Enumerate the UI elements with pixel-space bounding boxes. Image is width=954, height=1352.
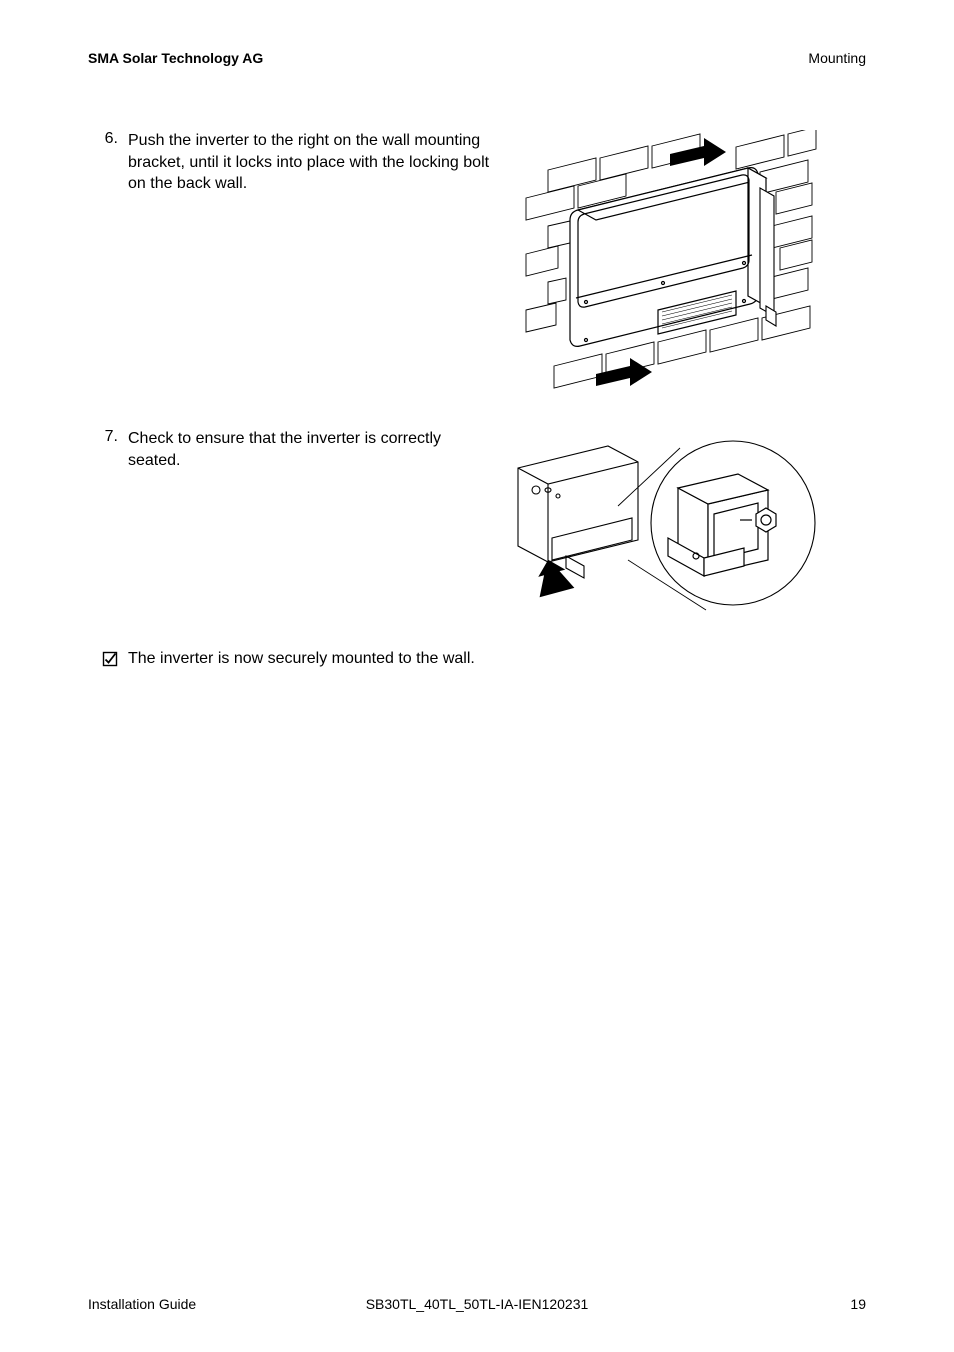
step-7-number: 7. xyxy=(88,428,128,446)
header-section: Mounting xyxy=(808,50,866,66)
result-row: The inverter is now securely mounted to … xyxy=(88,650,866,668)
result-text: The inverter is now securely mounted to … xyxy=(128,650,475,668)
step-6-text: Push the inverter to the right on the wa… xyxy=(128,130,508,195)
step-7-illustration xyxy=(508,428,818,628)
step-6-number: 6. xyxy=(88,130,128,148)
step-7-text: Check to ensure that the inverter is cor… xyxy=(128,428,508,471)
step-7-row: 7. Check to ensure that the inverter is … xyxy=(88,428,866,628)
page: SMA Solar Technology AG Mounting 6. Push… xyxy=(0,0,954,1352)
step-6-figure xyxy=(508,130,818,410)
header-company: SMA Solar Technology AG xyxy=(88,50,263,66)
check-icon xyxy=(88,650,128,667)
footer-doc-id: SB30TL_40TL_50TL-IA-IEN120231 xyxy=(88,1296,866,1312)
page-header: SMA Solar Technology AG Mounting xyxy=(88,50,866,66)
footer-page-number: 19 xyxy=(850,1296,866,1312)
step-7-figure xyxy=(508,428,818,628)
footer-left: Installation Guide xyxy=(88,1296,196,1312)
step-6-illustration xyxy=(508,130,818,410)
page-footer: Installation Guide SB30TL_40TL_50TL-IA-I… xyxy=(88,1296,866,1312)
step-6-row: 6. Push the inverter to the right on the… xyxy=(88,130,866,410)
